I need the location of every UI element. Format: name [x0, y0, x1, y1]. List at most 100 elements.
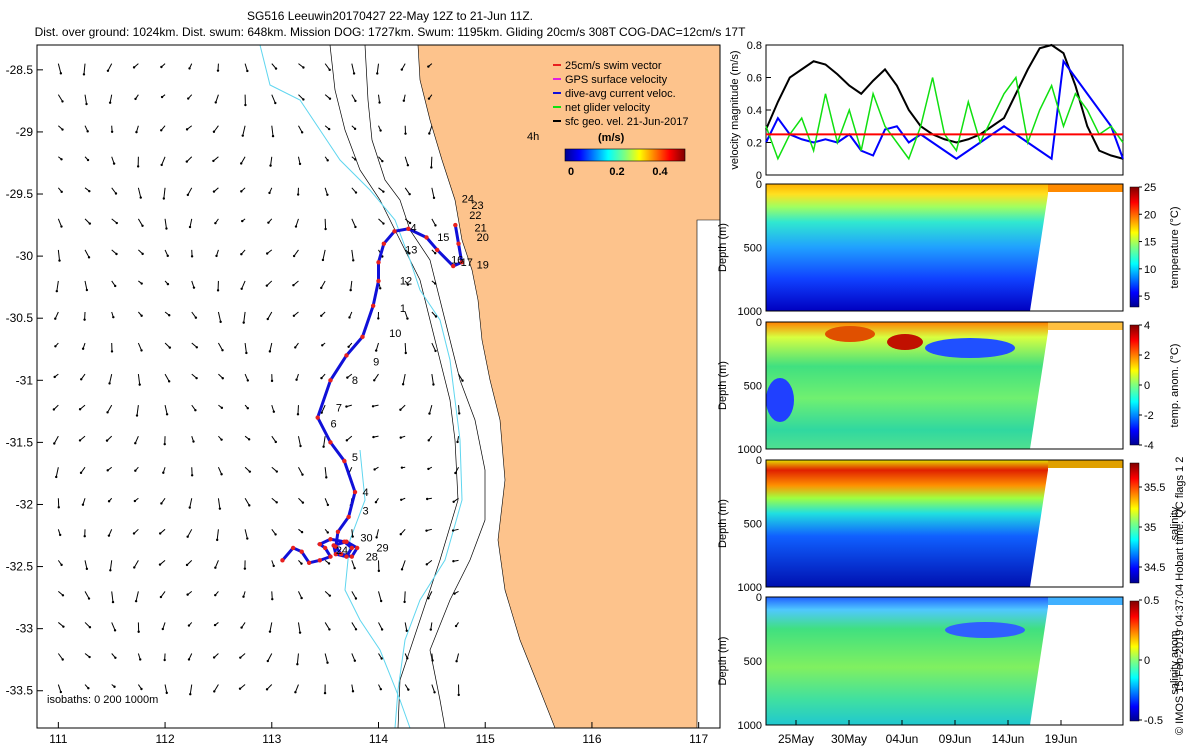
velocity-arrow-head — [113, 685, 116, 688]
section-ytick-label: 1000 — [738, 582, 762, 594]
velocity-arrow — [109, 94, 113, 103]
velocity-arrow-head — [452, 560, 455, 563]
velocity-arrow-head — [194, 408, 197, 412]
velocity-arrow — [320, 280, 326, 289]
velocity-arrow — [83, 63, 86, 75]
velocity-arrow-head — [160, 502, 163, 505]
velocity-arrow-head — [185, 128, 189, 131]
velocity-arrow-head — [298, 631, 302, 634]
velocity-arrow — [217, 342, 223, 351]
velocity-arrow-head — [427, 439, 430, 442]
velocity-arrow-head — [320, 314, 323, 317]
velocity-arrow-head — [461, 379, 464, 382]
velocity-ylabel: velocity magnitude (m/s) — [729, 50, 741, 169]
section-ytick-label: 0 — [756, 455, 762, 467]
velocity-arrow — [213, 684, 219, 692]
velocity-arrow-head — [302, 66, 305, 69]
velocity-arrow-head — [108, 101, 112, 104]
velocity-arrow-head — [354, 191, 358, 194]
velocity-arrow-head — [140, 314, 143, 317]
velocity-arrow-head — [80, 378, 83, 381]
swim-vector-point — [344, 353, 349, 358]
velocity-arrow-head — [267, 221, 270, 224]
swim-vector-point — [328, 440, 333, 445]
velocity-arrow — [351, 653, 356, 661]
velocity-arrow-head — [430, 166, 433, 169]
velocity-arrow-head — [246, 407, 249, 410]
velocity-arrow-head — [428, 412, 431, 415]
velocity-arrow-head — [61, 128, 64, 131]
velocity-arrow — [350, 280, 353, 291]
glider-day-label: 13 — [405, 245, 417, 257]
velocity-arrow-head — [327, 127, 331, 131]
velocity-arrow — [137, 342, 142, 351]
swim-vector-point — [328, 554, 333, 559]
velocity-arrow-head — [348, 316, 351, 319]
velocity-arrow — [294, 684, 299, 693]
legend-dac: dive-avg current veloc. — [565, 88, 676, 100]
salinity-frame — [765, 459, 1124, 588]
velocity-arrow-head — [141, 252, 144, 256]
velocity-arrow — [375, 342, 379, 351]
velocity-arrow — [458, 405, 460, 414]
velocity-arrow-head — [212, 190, 216, 193]
glider-day-label: 30 — [360, 533, 372, 545]
swim-vector-point — [352, 489, 358, 495]
glider-day-label: 6 — [330, 418, 336, 430]
colorbar-title: (m/s) — [598, 132, 625, 144]
tanom-cold-eddy — [766, 378, 794, 422]
map-ytick-label: -30 — [16, 249, 34, 263]
velocity-arrow-head — [160, 95, 164, 99]
velocity-arrow — [57, 684, 62, 693]
swim-vector-point — [459, 260, 464, 265]
velocity-arrow — [324, 653, 328, 663]
velocity-arrow-head — [427, 97, 431, 100]
velocity-arrow-head — [212, 656, 216, 659]
velocity-arrow-head — [159, 595, 163, 599]
swim-vector-point — [424, 235, 429, 240]
velocity-arrow-head — [326, 661, 329, 664]
colorbar-tick-label: 0 — [1144, 380, 1150, 392]
velocity-arrow-head — [431, 659, 434, 662]
velocity-arrow-head — [138, 383, 141, 386]
map-ytick-label: -33.5 — [6, 684, 34, 698]
temp-anomaly-section — [765, 321, 1140, 450]
velocity-arrow-head — [115, 252, 118, 256]
velocity-arrow-head — [106, 69, 110, 73]
velocity-arrow-head — [353, 127, 357, 131]
velocity-arrow — [163, 187, 166, 199]
velocity-series-blue — [765, 58, 1124, 161]
glider-day-label: 17 — [461, 257, 473, 269]
velocity-arrow — [324, 187, 328, 195]
swim-vector-point — [392, 229, 397, 234]
velocity-arrow-head — [321, 344, 324, 347]
velocity-arrow-head — [434, 252, 437, 255]
velocity-arrow-head — [401, 383, 405, 386]
map-xtick-label: 112 — [155, 732, 174, 746]
velocity-arrow-head — [292, 254, 296, 258]
glider-day-label: 24 — [336, 545, 348, 557]
velocity-arrow-head — [345, 439, 349, 442]
map-xtick-label: 115 — [476, 732, 495, 746]
swim-vector-point — [381, 241, 387, 246]
velocity-arrow-head — [377, 317, 380, 320]
velocity-arrow-head — [454, 471, 457, 475]
velocity-arrow-head — [54, 345, 57, 348]
velocity-arrow-head — [241, 134, 244, 137]
colorbar-tick-2: 0.4 — [652, 166, 668, 178]
glider-day-label: 24 — [462, 194, 474, 206]
velocity-arrow-head — [379, 599, 383, 603]
velocity-arrow-head — [55, 289, 59, 293]
velocity-arrow-head — [88, 222, 92, 225]
velocity-arrow-head — [194, 316, 198, 319]
velocity-arrow-head — [373, 468, 376, 471]
velocity-arrow-head — [133, 499, 137, 503]
swim-vector-point — [453, 222, 458, 228]
velocity-arrow-head — [219, 320, 222, 324]
velocity-arrow-head — [133, 566, 136, 569]
velocity-arrow-head — [353, 659, 357, 662]
velocity-arrow-head — [351, 690, 355, 693]
velocity-arrow-head — [132, 66, 136, 69]
velocity-arrow-head — [240, 162, 243, 165]
velocity-arrow-head — [60, 563, 63, 567]
